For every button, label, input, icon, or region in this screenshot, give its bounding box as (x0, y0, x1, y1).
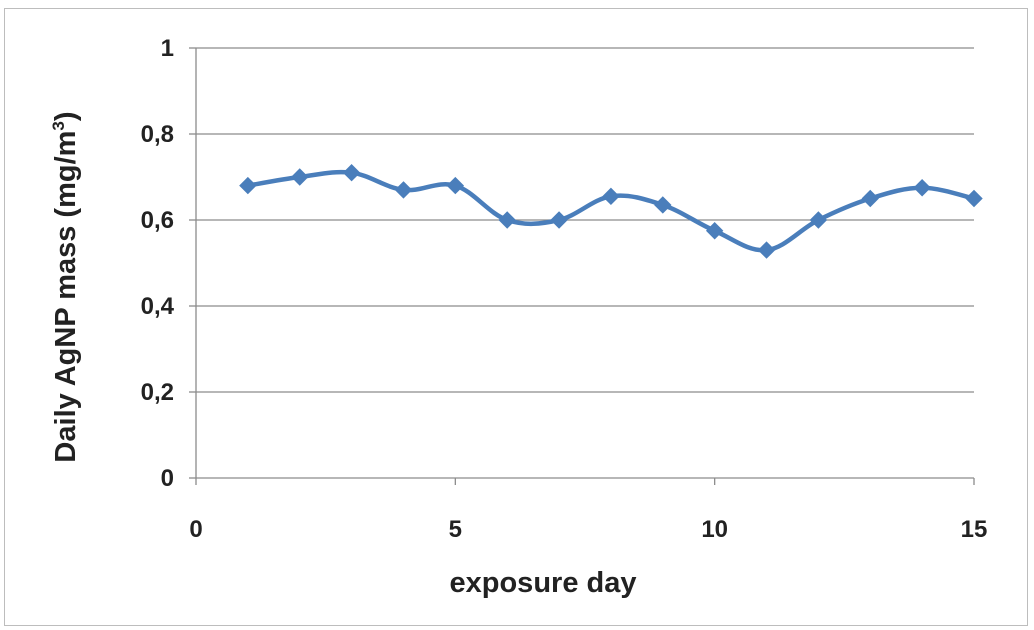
data-point-marker (394, 181, 413, 199)
y-axis-title: Daily AgNP mass (mg/m3) (49, 111, 82, 462)
data-point-marker (861, 189, 879, 208)
y-tick-label: 0,2 (141, 379, 174, 406)
series-line (245, 169, 977, 253)
y-tick-label: 0,6 (141, 207, 174, 234)
gridlines (196, 47, 974, 393)
chart-frame: 0 0,2 0,4 0,6 0,8 1 0 5 10 15 exposure day Daily… (4, 8, 1028, 626)
x-tick-label: 0 (189, 516, 202, 543)
y-tick-label: 0,4 (141, 293, 175, 320)
y-axis-title-main: Daily AgNP mass (mg/m (50, 131, 82, 463)
y-axis-title-close: ) (50, 111, 82, 121)
data-point-marker (342, 163, 361, 182)
y-axis-title-superscript: 3 (49, 121, 68, 130)
x-tick-label: 10 (701, 516, 728, 543)
data-point-marker (550, 211, 568, 229)
data-point-marker (446, 176, 465, 195)
data-point-marker (965, 189, 983, 208)
data-point-marker (602, 187, 620, 206)
data-point-marker (239, 176, 257, 195)
y-tick-label: 1 (161, 35, 174, 62)
data-point-marker (705, 222, 724, 240)
data-point-marker (291, 168, 309, 186)
data-point-marker (498, 211, 516, 229)
axes (189, 47, 975, 485)
data-point-marker (913, 179, 931, 197)
x-tick-label: 15 (961, 516, 988, 543)
data-point-marker (654, 196, 672, 214)
data-point-marker (757, 241, 776, 259)
x-axis-title: exposure day (450, 567, 637, 599)
x-tick-label: 5 (449, 516, 462, 543)
x-tick-labels: 0 5 10 15 (189, 516, 987, 543)
line-chart: 0 0,2 0,4 0,6 0,8 1 0 5 10 15 exposure day Daily… (49, 35, 987, 599)
data-series (239, 163, 983, 259)
y-tick-labels: 0 0,2 0,4 0,6 0,8 1 (141, 35, 175, 492)
y-tick-label: 0,8 (141, 121, 174, 148)
y-tick-label: 0 (161, 465, 174, 492)
data-point-marker (809, 211, 828, 229)
